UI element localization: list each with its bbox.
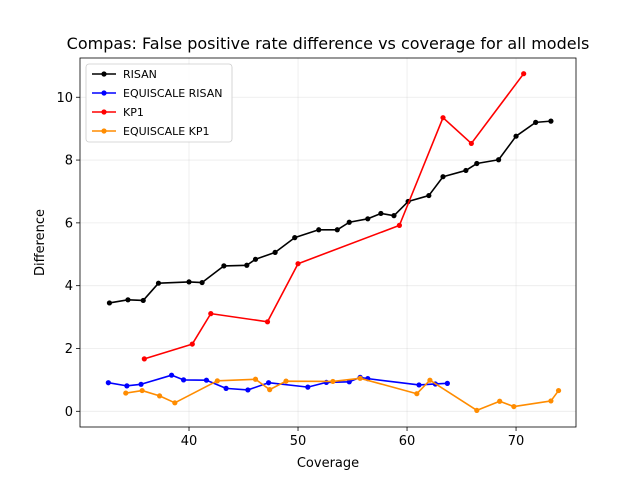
legend: RISAN EQUISCALE RISAN KP1 EQUISCALE KP1 [85,63,233,143]
data-point-risan [125,297,131,303]
plot-frame [79,57,577,428]
data-point-equiscale-kp1 [283,378,289,384]
data-point-risan [533,119,539,125]
data-point-equiscale-kp1 [267,387,273,393]
chart-title: Compas: False positive rate difference v… [67,34,590,53]
series-equiscale-kp1 [123,375,562,413]
data-point-equiscale-kp1 [252,376,259,382]
data-point-risan [474,160,480,167]
data-point-kp1 [141,356,147,362]
data-point-risan [244,262,250,268]
y-tick-label: 6 [65,216,73,231]
data-point-equiscale-kp1 [172,400,178,406]
x-tick-label: 60 [399,434,416,449]
data-point-equiscale-risan [105,380,111,386]
data-point-equiscale-kp1 [330,378,336,385]
data-point-risan [378,210,384,217]
legend-entry: RISAN [92,68,157,81]
data-point-risan [548,118,554,124]
legend-swatch-marker [101,71,107,77]
data-point-equiscale-risan [168,372,175,378]
x-tick-label: 50 [290,434,307,449]
data-point-kp1 [264,319,271,325]
legend-swatch-marker [101,128,107,134]
data-point-risan [513,133,519,139]
data-point-risan [272,249,278,255]
y-tick-label: 4 [65,279,73,294]
data-point-equiscale-risan [138,381,144,387]
data-point-equiscale-risan [444,380,450,386]
data-point-equiscale-kp1 [414,391,420,397]
legend-entry: EQUISCALE KP1 [92,125,210,138]
data-point-equiscale-risan [265,380,272,386]
data-point-equiscale-kp1 [511,403,517,410]
data-point-risan [199,279,205,286]
series-kp1 [141,71,527,362]
data-point-equiscale-kp1 [427,377,433,383]
data-point-equiscale-kp1 [497,398,503,404]
data-point-risan [426,192,432,199]
data-point-kp1 [468,140,474,147]
data-point-equiscale-kp1 [123,390,129,396]
data-point-equiscale-risan [223,385,229,391]
series-risan [106,118,554,306]
data-point-kp1 [295,261,301,267]
data-point-equiscale-risan [124,383,130,389]
axis-ticks: 40 50 60 70 0 2 4 6 8 10 [56,91,524,449]
data-point-risan [221,263,227,269]
data-point-equiscale-kp1 [156,393,163,399]
data-point-risan [346,219,352,225]
data-point-risan [496,157,502,163]
data-point-risan [365,216,371,222]
y-tick-label: 0 [65,405,73,420]
x-tick-label: 70 [508,434,525,449]
data-point-equiscale-kp1 [474,407,480,413]
data-point-risan [440,174,446,180]
legend-swatch-marker [101,90,107,96]
data-point-equiscale-risan [416,382,422,388]
data-point-equiscale-kp1 [357,375,363,381]
data-point-risan [316,227,322,233]
legend-label: KP1 [123,106,144,119]
x-tick-label: 40 [181,434,198,449]
y-axis-label: Difference [33,209,48,276]
data-point-risan [106,300,113,306]
x-axis-label: Coverage [297,456,359,471]
series-group [105,71,562,413]
data-point-equiscale-risan [245,387,251,393]
y-tick-label: 8 [65,154,73,169]
data-point-risan [463,167,469,174]
data-point-equiscale-risan [180,377,187,383]
data-point-kp1 [440,115,446,121]
legend-swatch-marker [101,109,107,115]
data-point-risan [334,227,340,233]
data-point-equiscale-kp1 [214,378,220,384]
data-point-risan [292,235,298,241]
y-tick-label: 2 [65,342,73,357]
legend-label: RISAN [123,68,157,81]
data-point-equiscale-kp1 [139,387,145,394]
data-point-risan [252,256,259,262]
y-tick-label: 10 [56,91,73,106]
data-point-risan [186,279,192,285]
data-point-kp1 [208,311,214,317]
legend-entry: EQUISCALE RISAN [92,87,223,100]
data-point-equiscale-risan [203,377,210,383]
data-point-equiscale-risan [305,384,311,390]
data-point-kp1 [521,71,527,77]
data-point-kp1 [189,341,195,347]
legend-label: EQUISCALE KP1 [123,125,210,138]
data-point-equiscale-kp1 [555,387,562,394]
data-point-risan [391,213,397,219]
data-point-risan [140,297,146,304]
legend-label: EQUISCALE RISAN [123,87,223,100]
legend-box [85,63,233,143]
data-point-equiscale-risan [323,379,329,386]
data-point-risan [155,280,162,286]
legend-entry: KP1 [92,106,144,119]
data-point-kp1 [396,222,402,228]
data-point-equiscale-kp1 [548,398,554,404]
